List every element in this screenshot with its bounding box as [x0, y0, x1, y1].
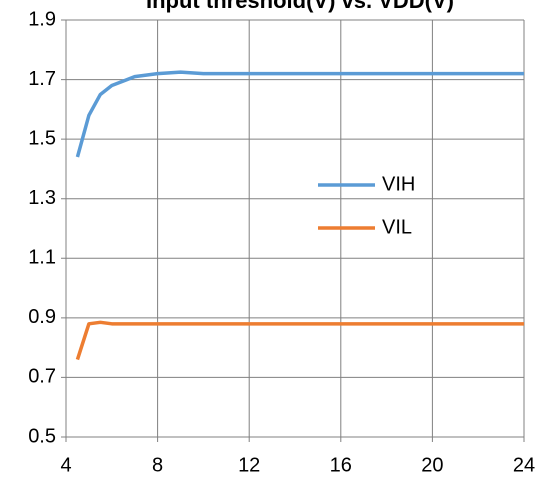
x-tick-label: 24: [513, 454, 535, 476]
y-tick-label: 0.5: [28, 425, 56, 447]
y-tick-label: 1.3: [28, 187, 56, 209]
x-tick-label: 4: [60, 454, 71, 476]
y-tick-label: 0.7: [28, 366, 56, 388]
legend-label: VIH: [382, 173, 415, 195]
series-line: [75, 320, 524, 361]
y-tick-label: 1.7: [28, 68, 56, 90]
chart-title: Input threshold(V) vs. VDD(V): [146, 0, 454, 13]
y-tick-label: 1.5: [28, 127, 56, 149]
x-tick-label: 20: [421, 454, 443, 476]
y-tick-label: 1.1: [28, 247, 56, 269]
series-line: [75, 70, 524, 158]
x-tick-label: 16: [330, 454, 352, 476]
y-tick-label: 1.9: [28, 8, 56, 30]
y-tick-label: 0.9: [28, 306, 56, 328]
legend-label: VIL: [382, 216, 412, 238]
x-tick-label: 12: [238, 454, 260, 476]
x-tick-label: 8: [152, 454, 163, 476]
